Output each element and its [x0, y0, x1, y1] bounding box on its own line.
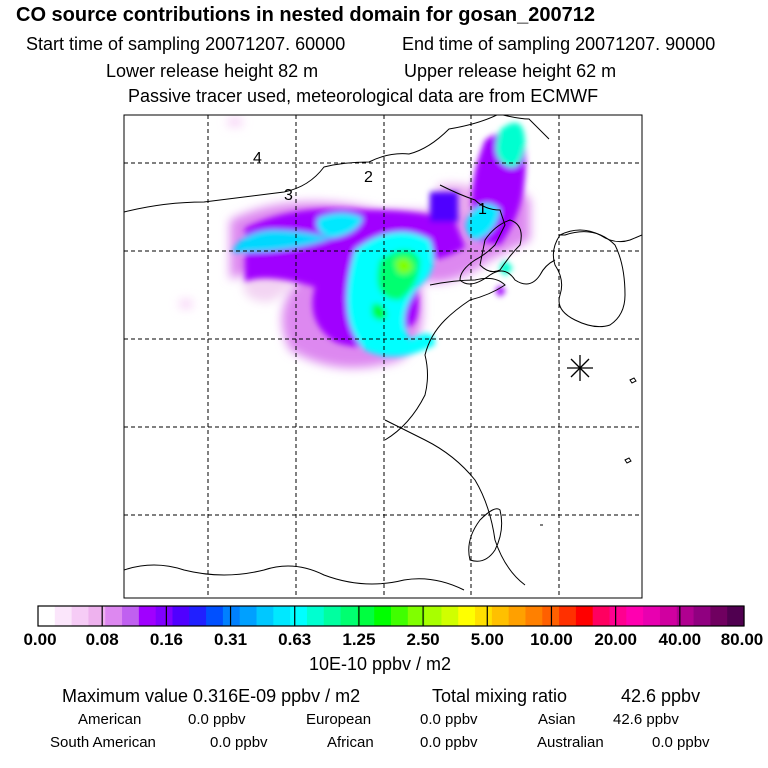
colorbar-tick-label: 0.08 [86, 630, 119, 649]
colorbar-dividers [101, 606, 681, 626]
colorbar-tick-label: 40.00 [659, 630, 702, 649]
colorbar-cell [592, 606, 611, 626]
colorbar-cell [138, 606, 157, 626]
map-frame [123, 114, 643, 599]
colorbar-tick-label: 2.50 [407, 630, 440, 649]
marker-2: 2 [364, 169, 373, 186]
colorbar-cell [239, 606, 258, 626]
colorbar-frame [37, 605, 745, 627]
end-time-label: End time of sampling 20071207. 90000 [402, 34, 716, 54]
colorbar-cells [38, 606, 745, 626]
colorbar-cell [38, 606, 56, 626]
colorbar-cell [290, 606, 308, 626]
region-name: European [306, 711, 372, 728]
colorbar-cell [306, 606, 325, 626]
colorbar-tick-label: 10.00 [530, 630, 573, 649]
colorbar-cell [391, 606, 409, 626]
start-time-label: Start time of sampling 20071207. 60000 [26, 34, 346, 54]
region-value: 0.0 ppbv [188, 711, 246, 728]
region-value: 42.6 ppbv [613, 711, 679, 728]
colorbar-cell [88, 606, 106, 626]
colorbar-cell [357, 606, 375, 626]
map-grid [124, 115, 642, 598]
region-value: 0.0 ppbv [652, 734, 710, 751]
region-value: 0.0 ppbv [420, 711, 478, 728]
region-name: Australian [537, 734, 604, 751]
colorbar-cell [441, 606, 459, 626]
region-name: African [327, 734, 374, 751]
colorbar-cell [659, 606, 678, 626]
colorbar-unit: 10E-10 ppbv / m2 [309, 654, 451, 674]
coastlines [124, 115, 642, 591]
colorbar-cell [155, 606, 174, 626]
colorbar-tick-label: 1.25 [342, 630, 375, 649]
colorbar-cell [172, 606, 190, 626]
colorbar-tick-label: 20.00 [594, 630, 637, 649]
colorbar-tick-label: 5.00 [471, 630, 504, 649]
map-panel: 1 2 3 4 [123, 114, 643, 599]
tracer-note: Passive tracer used, meteorological data… [128, 86, 599, 106]
upper-height-label: Upper release height 62 m [404, 61, 617, 81]
colorbar-cell [575, 606, 594, 626]
concentration-plume [180, 118, 530, 368]
region-value: 0.0 ppbv [210, 734, 268, 751]
colorbar-cell [189, 606, 207, 626]
colorbar-cell [458, 606, 476, 626]
colorbar-cell [525, 606, 543, 626]
max-value-label: Maximum value 0.316E-09 ppbv / m2 [62, 686, 361, 706]
marker-3: 3 [284, 187, 293, 204]
colorbar-tick-label: 0.16 [150, 630, 183, 649]
colorbar-tick-label: 0.63 [278, 630, 311, 649]
total-mixing-value: 42.6 ppbv [621, 686, 701, 706]
colorbar-cell [626, 606, 644, 626]
colorbar-cell [676, 606, 695, 626]
lower-height-label: Lower release height 82 m [106, 61, 319, 81]
colorbar-cell [374, 606, 392, 626]
colorbar-cell [475, 606, 493, 626]
colorbar-cell [710, 606, 728, 626]
colorbar-cell [559, 606, 577, 626]
station-asterisk-icon [567, 355, 593, 381]
colorbar-tick-label: 0.00 [23, 630, 56, 649]
colorbar-tick-label: 0.31 [214, 630, 247, 649]
colorbar-cell [206, 606, 224, 626]
total-mixing-label: Total mixing ratio [432, 686, 568, 706]
colorbar-cell [71, 606, 90, 626]
colorbar-tick-labels: 0.00 0.08 0.16 0.31 0.63 1.25 2.50 5.00 10.00 20.… [23, 630, 763, 649]
colorbar-cell [424, 606, 443, 626]
region-name: American [78, 711, 142, 728]
colorbar-cell [727, 606, 745, 626]
colorbar-cell [273, 606, 291, 626]
colorbar-cell [693, 606, 711, 626]
marker-4: 4 [253, 150, 262, 167]
region-name: Asian [538, 711, 576, 728]
colorbar-cell [256, 606, 274, 626]
colorbar: 0.00 0.08 0.16 0.31 0.63 1.25 2.50 5.00 10.00 20.… [23, 605, 763, 674]
colorbar-cell [222, 606, 241, 626]
colorbar-cell [508, 606, 527, 626]
colorbar-cell [105, 606, 123, 626]
colorbar-cell [323, 606, 342, 626]
colorbar-cell [491, 606, 510, 626]
marker-1: 1 [478, 201, 487, 218]
colorbar-cell [609, 606, 627, 626]
colorbar-cell [122, 606, 140, 626]
colorbar-cell [643, 606, 661, 626]
colorbar-cell [54, 606, 73, 626]
page-title: CO source contributions in nested domain… [16, 4, 596, 26]
colorbar-cell [340, 606, 358, 626]
colorbar-tick-label: 80.00 [721, 630, 764, 649]
region-name: South American [50, 734, 156, 751]
colorbar-cell [407, 606, 426, 626]
region-value: 0.0 ppbv [420, 734, 478, 751]
